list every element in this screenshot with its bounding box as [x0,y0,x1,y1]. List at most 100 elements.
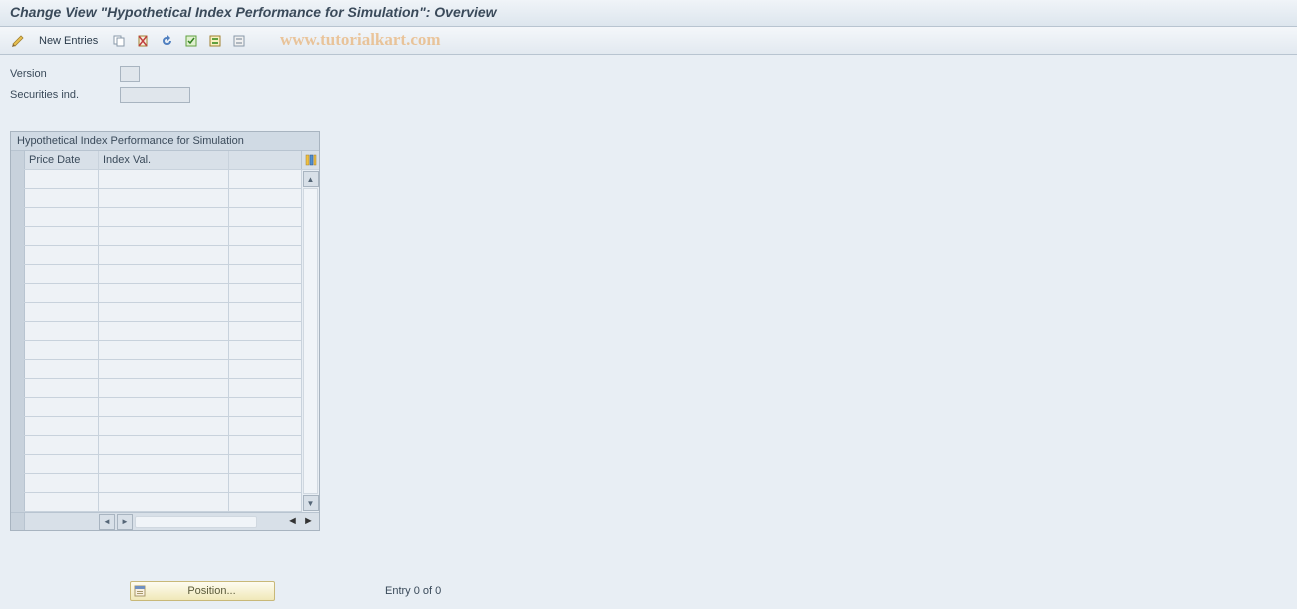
cell-index-val[interactable] [99,208,229,226]
row-selector[interactable] [11,265,25,283]
cell-price-date[interactable] [25,360,99,378]
cell-price-date[interactable] [25,417,99,435]
cell-index-val[interactable] [99,417,229,435]
cell-price-date[interactable] [25,265,99,283]
row-selector[interactable] [11,284,25,302]
table-row[interactable] [11,227,301,246]
table-row[interactable] [11,360,301,379]
horizontal-scroll-row: ◄ ► ◄ ► [11,512,319,530]
table-row[interactable] [11,284,301,303]
cell-price-date[interactable] [25,227,99,245]
scroll-down-icon[interactable]: ▼ [303,495,319,511]
horizontal-scrollbar-left[interactable]: ◄ ► [25,513,259,530]
row-selector[interactable] [11,436,25,454]
table-row[interactable] [11,436,301,455]
scroll-up-icon[interactable]: ▲ [303,171,319,187]
col-header-price-date[interactable]: Price Date [25,151,99,169]
select-all-icon[interactable] [181,31,201,51]
cell-index-val[interactable] [99,284,229,302]
row-selector[interactable] [11,246,25,264]
cell-index-val[interactable] [99,493,229,511]
hscroll-right2-icon[interactable]: ► [303,515,317,529]
table-row[interactable] [11,455,301,474]
cell-price-date[interactable] [25,189,99,207]
cell-index-val[interactable] [99,189,229,207]
cell-price-date[interactable] [25,303,99,321]
table-row[interactable] [11,341,301,360]
row-selector[interactable] [11,474,25,492]
row-selector[interactable] [11,170,25,188]
position-icon [131,585,149,597]
table-row[interactable] [11,208,301,227]
cell-price-date[interactable] [25,284,99,302]
cell-index-val[interactable] [99,398,229,416]
cell-index-val[interactable] [99,246,229,264]
deselect-all-icon[interactable] [229,31,249,51]
horizontal-scrollbar-right[interactable]: ◄ ► [259,513,319,530]
table-row[interactable] [11,398,301,417]
row-selector[interactable] [11,493,25,511]
cell-price-date[interactable] [25,474,99,492]
table-row[interactable] [11,303,301,322]
cell-index-val[interactable] [99,170,229,188]
cell-price-date[interactable] [25,493,99,511]
cell-index-val[interactable] [99,341,229,359]
row-selector[interactable] [11,189,25,207]
row-selector[interactable] [11,208,25,226]
row-selector[interactable] [11,398,25,416]
configure-columns-icon[interactable] [301,151,319,169]
new-entries-button[interactable]: New Entries [32,31,105,51]
row-selector[interactable] [11,417,25,435]
table-row[interactable] [11,246,301,265]
cell-price-date[interactable] [25,341,99,359]
version-input[interactable] [120,66,140,82]
cell-price-date[interactable] [25,455,99,473]
position-button[interactable]: Position... [130,581,275,601]
vertical-scrollbar[interactable]: ▲ ▼ [301,170,319,512]
row-selector[interactable] [11,303,25,321]
table-row[interactable] [11,417,301,436]
cell-index-val[interactable] [99,436,229,454]
cell-price-date[interactable] [25,436,99,454]
copy-icon[interactable] [109,31,129,51]
undo-icon[interactable] [157,31,177,51]
cell-index-val[interactable] [99,227,229,245]
col-header-index-val[interactable]: Index Val. [99,151,229,169]
row-selector[interactable] [11,227,25,245]
table-row[interactable] [11,189,301,208]
hscroll-left2-icon[interactable]: ◄ [287,515,301,529]
footer: Position... Entry 0 of 0 [0,581,1297,601]
hscroll-left-icon[interactable]: ◄ [99,514,115,530]
row-selector[interactable] [11,322,25,340]
cell-index-val[interactable] [99,360,229,378]
select-block-icon[interactable] [205,31,225,51]
cell-price-date[interactable] [25,379,99,397]
cell-index-val[interactable] [99,322,229,340]
table-row[interactable] [11,322,301,341]
table-row[interactable] [11,379,301,398]
cell-index-val[interactable] [99,303,229,321]
securities-input[interactable] [120,87,190,103]
cell-price-date[interactable] [25,398,99,416]
table-row[interactable] [11,474,301,493]
row-selector[interactable] [11,455,25,473]
toggle-edit-icon[interactable] [8,31,28,51]
grid-select-all-cell[interactable] [11,151,25,169]
table-row[interactable] [11,493,301,512]
cell-index-val[interactable] [99,265,229,283]
cell-price-date[interactable] [25,322,99,340]
cell-index-val[interactable] [99,474,229,492]
row-selector[interactable] [11,360,25,378]
cell-index-val[interactable] [99,455,229,473]
table-row[interactable] [11,265,301,284]
cell-price-date[interactable] [25,208,99,226]
row-selector[interactable] [11,379,25,397]
table-row[interactable] [11,170,301,189]
scroll-track[interactable] [303,188,318,494]
delete-icon[interactable] [133,31,153,51]
hscroll-right-icon[interactable]: ► [117,514,133,530]
cell-price-date[interactable] [25,170,99,188]
cell-index-val[interactable] [99,379,229,397]
cell-price-date[interactable] [25,246,99,264]
row-selector[interactable] [11,341,25,359]
